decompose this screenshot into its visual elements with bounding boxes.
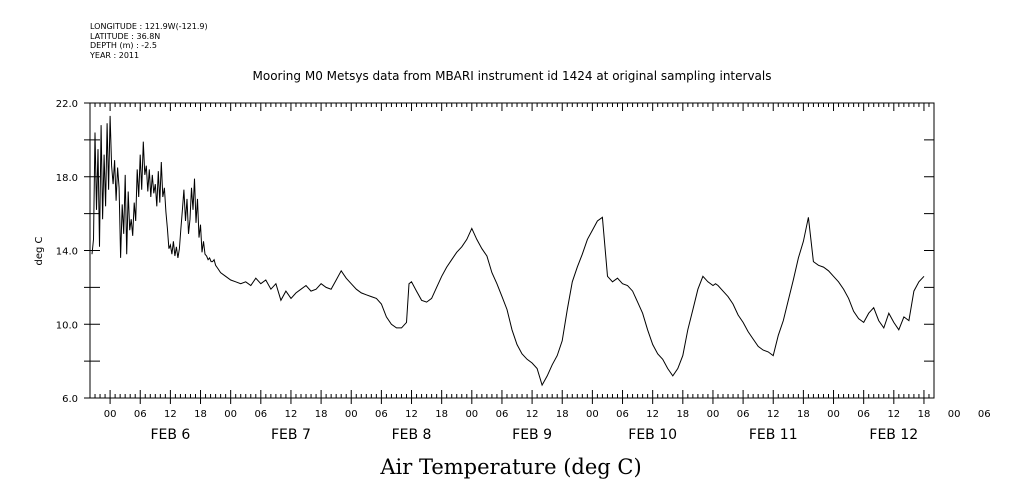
x-day-label: FEB 8 [392,427,432,443]
x-hour-tick-label: 18 [556,409,569,420]
x-hour-tick-label: 06 [978,409,991,420]
plot-frame [89,102,935,399]
latitude-text: LATITUDE : 36.8N [90,31,161,41]
x-day-label: FEB 6 [150,427,190,443]
x-hour-tick-label: 00 [224,409,237,420]
data-series-group [91,115,925,387]
x-hour-tick-label: 06 [737,409,750,420]
x-hour-tick-label: 00 [948,409,961,420]
x-hour-tick-label: 00 [345,409,358,420]
y-tick-label: 18.0 [56,173,78,184]
y-tick-label: 10.0 [56,320,78,331]
x-hour-tick-label: 12 [887,409,900,420]
x-day-label: FEB 9 [512,427,552,443]
y-tick-label: 6.0 [62,394,78,405]
x-hour-tick-label: 18 [315,409,328,420]
x-hour-tick-label: 00 [827,409,840,420]
x-hour-tick-label: 06 [496,409,509,420]
x-hour-tick-label: 06 [254,409,267,420]
longitude-text: LONGITUDE : 121.9W(-121.9) [90,22,208,31]
x-hour-tick-label: 12 [285,409,298,420]
chart-title: Mooring M0 Metsys data from MBARI instru… [252,69,772,83]
x-hour-tick-label: 06 [134,409,147,420]
x-hour-tick-label: 18 [797,409,810,420]
metadata-block: LONGITUDE : 121.9W(-121.9) LATITUDE : 36… [90,22,208,60]
y-axis-label: deg C [34,236,45,265]
x-hour-tick-label: 18 [918,409,931,420]
x-hour-tick-label: 12 [405,409,418,420]
x-hour-tick-label: 06 [857,409,870,420]
x-hour-tick-label: 06 [616,409,629,420]
x-hour-tick-label: 18 [676,409,689,420]
x-axis-label: Air Temperature (deg C) [379,455,641,479]
x-day-label: FEB 10 [628,427,677,443]
x-hour-tick-label: 12 [526,409,539,420]
year-text: YEAR : 2011 [90,50,140,60]
x-hour-tick-label: 00 [104,409,117,420]
x-hour-tick-label: 00 [586,409,599,420]
x-hour-tick-label: 12 [767,409,780,420]
x-day-label: FEB 11 [749,427,798,443]
x-hour-tick-label: 00 [707,409,720,420]
x-hour-tick-label: 12 [164,409,177,420]
x-day-label: FEB 7 [271,427,311,443]
y-tick-label: 14.0 [56,247,78,258]
x-hour-tick-label: 00 [465,409,478,420]
x-hour-tick-label: 06 [375,409,388,420]
x-hour-tick-label: 18 [435,409,448,420]
depth-text: DEPTH (m) : -2.5 [90,41,157,50]
y-tick-label: 22.0 [56,99,78,110]
x-day-label: FEB 12 [869,427,918,443]
x-hour-tick-label: 12 [646,409,659,420]
axes-group: 6.0 10.0 14.0 18.0 22.0 00 06 12 18 00 06 12 18 00 06 1… [56,99,1009,443]
temperature-series-line [91,115,925,387]
x-hour-tick-label: 18 [194,409,207,420]
